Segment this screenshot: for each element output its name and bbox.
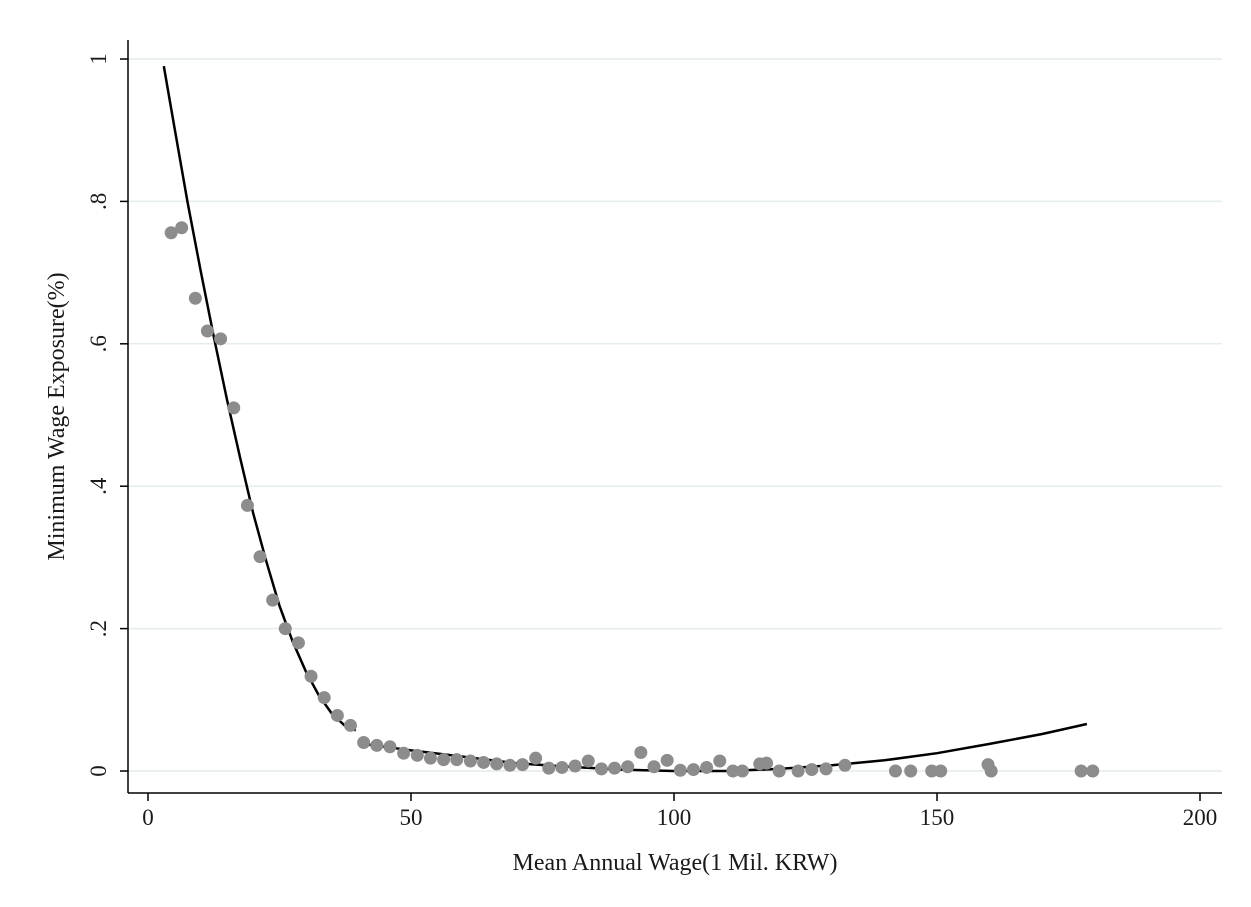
scatter-point [1074,764,1088,778]
scatter-point [240,498,254,512]
scatter-point [819,762,833,776]
x-tick-label: 50 [400,805,423,830]
scatter-point [450,753,464,767]
scatter-point [490,757,504,771]
x-tick-label: 0 [142,805,154,830]
scatter-point [984,764,998,778]
scatter-point [594,762,608,776]
y-tick-label: 0 [86,765,111,777]
scatter-point [410,748,424,762]
y-axis-title: Minimum Wage Exposure(%) [44,272,70,560]
scatter-point [805,763,819,777]
scatter-point [529,751,543,765]
scatter-point [463,754,477,768]
scatter-point [503,758,517,772]
scatter-point [516,758,530,772]
scatter-point [700,760,714,774]
scatter-point [647,760,661,774]
scatter-point [838,758,852,772]
scatter-point [266,593,280,607]
scatter-point [188,291,202,305]
y-tick-label: 1 [86,53,111,65]
scatter-point [760,756,774,770]
scatter-point [330,708,344,722]
scatter-point [726,764,740,778]
scatter-point [397,746,411,760]
scatter-point [735,764,749,778]
scatter-point [581,754,595,768]
scatter-point [621,760,635,774]
scatter-point [555,760,569,774]
scatter-point [925,764,939,778]
y-tick-label: .6 [86,335,111,352]
scatter-point [344,718,358,732]
y-tick-label: .4 [86,477,111,495]
scatter-point [634,745,648,759]
scatter-point [1086,764,1100,778]
scatter-point [370,738,384,752]
scatter-point [214,332,228,346]
data-series [162,65,1100,778]
y-tick-label: .8 [86,193,111,210]
x-tick-label: 100 [657,805,692,830]
scatter-point [175,221,189,235]
scatter-point [608,761,622,775]
scatter-point [791,764,805,778]
scatter-point [542,761,556,775]
scatter-point [477,755,491,769]
scatter-point [317,691,331,705]
scatter-point [686,763,700,777]
scatter-point [904,764,918,778]
scatter-point [673,763,687,777]
scatter-point [383,740,397,754]
scatter-point [660,753,674,767]
scatter-point [437,753,451,767]
x-tick-label: 200 [1183,805,1218,830]
scatter-point [357,736,371,750]
scatter-point [888,764,902,778]
scatter-point [164,226,178,240]
axes: 0 .2 .4 .6 .8 1 0 50 100 150 200 [86,40,1222,830]
scatter-point [278,622,292,636]
scatter-point [304,669,318,683]
scatter-point [772,764,786,778]
fitted-line-1 [162,65,357,732]
scatter-point [423,751,437,765]
scatter-point [713,754,727,768]
scatter-point [291,636,305,650]
scatter-point [568,759,582,773]
scatter-point [227,401,241,415]
y-tick-label: .2 [86,620,111,637]
scatter-point [253,550,267,564]
x-axis-title: Mean Annual Wage(1 Mil. KRW) [513,850,838,876]
scatter-point [934,764,948,778]
x-tick-label: 150 [920,805,955,830]
grid-lines [128,58,1222,772]
scatter-point [200,324,214,338]
